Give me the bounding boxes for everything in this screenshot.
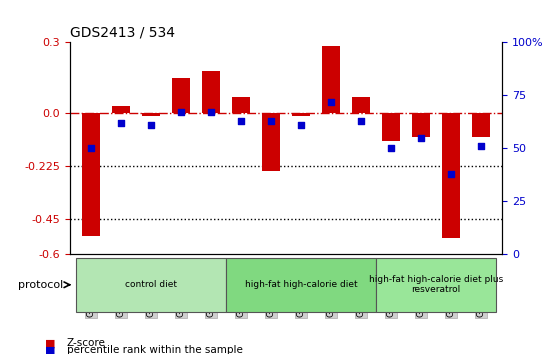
Bar — [412, 113, 430, 137]
Bar — [202, 71, 220, 113]
FancyBboxPatch shape — [376, 257, 496, 312]
Text: high-fat high-calorie diet: high-fat high-calorie diet — [244, 280, 357, 289]
Bar — [172, 78, 190, 113]
Bar — [262, 113, 280, 171]
Text: ■: ■ — [45, 338, 55, 348]
Point — [357, 118, 365, 124]
Bar — [352, 97, 370, 113]
Point — [116, 120, 125, 126]
Bar — [112, 106, 130, 113]
Text: control diet: control diet — [125, 280, 177, 289]
Text: Z-score: Z-score — [67, 338, 106, 348]
Text: GDS2413 / 534: GDS2413 / 534 — [70, 26, 175, 40]
Point — [146, 122, 155, 128]
Point — [417, 135, 426, 141]
Text: ■: ■ — [45, 346, 55, 354]
Text: high-fat high-calorie diet plus
resveratrol: high-fat high-calorie diet plus resverat… — [369, 275, 503, 295]
Point — [267, 118, 276, 124]
Point — [206, 110, 215, 115]
Bar — [442, 113, 460, 238]
Bar — [322, 46, 340, 113]
Bar — [232, 97, 250, 113]
Bar — [472, 113, 490, 137]
Point — [296, 122, 305, 128]
Bar — [382, 113, 400, 141]
Bar — [292, 113, 310, 115]
FancyBboxPatch shape — [76, 257, 226, 312]
Point — [387, 145, 396, 151]
Point — [447, 171, 456, 177]
Bar — [142, 113, 160, 115]
Text: protocol: protocol — [18, 280, 64, 290]
Point — [86, 145, 95, 151]
FancyBboxPatch shape — [226, 257, 376, 312]
Bar — [82, 113, 100, 236]
Point — [237, 118, 246, 124]
Point — [326, 99, 335, 105]
Point — [176, 110, 185, 115]
Text: percentile rank within the sample: percentile rank within the sample — [67, 346, 243, 354]
Point — [477, 143, 485, 149]
